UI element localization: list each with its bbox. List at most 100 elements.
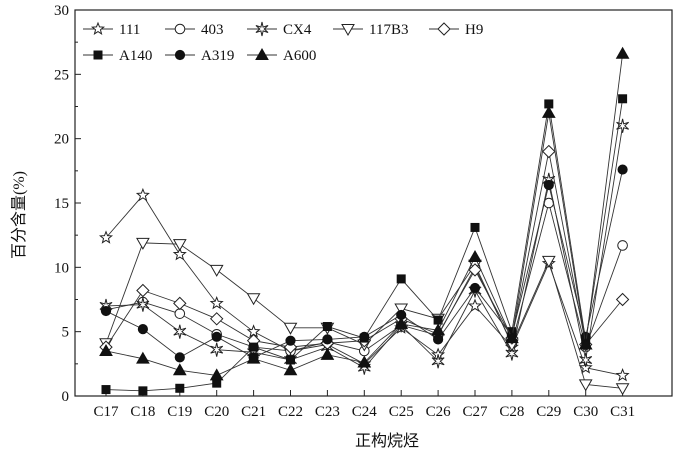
data-point-a319 <box>100 305 112 317</box>
data-point-a140 <box>175 383 185 393</box>
data-point-a600 <box>468 250 482 263</box>
legend-item-a600: A600 <box>247 47 316 64</box>
data-point-117b3 <box>541 255 556 268</box>
data-point-403 <box>617 240 628 251</box>
data-point-h9 <box>209 312 224 326</box>
x-axis-title: 正构烷烃 <box>355 432 419 450</box>
legend-item-a140: A140 <box>83 48 152 64</box>
data-point-a319 <box>433 334 444 345</box>
legend-label: 117B3 <box>369 22 408 38</box>
data-point-a319 <box>137 323 148 335</box>
x-tick-label: C25 <box>389 404 414 420</box>
legend-marker <box>255 21 269 37</box>
y-tick-label: 30 <box>54 3 69 19</box>
y-axis-title: 百分含量(%) <box>10 171 28 259</box>
data-point-117b3 <box>394 303 409 316</box>
legend-marker <box>341 24 355 37</box>
data-point-cx4 <box>210 342 224 357</box>
data-point-a600 <box>136 351 150 364</box>
data-point-a600 <box>172 363 187 376</box>
data-point-a600 <box>320 347 335 360</box>
data-point-111 <box>172 247 187 261</box>
data-point-cx4 <box>616 118 629 133</box>
legend-label: A600 <box>283 48 316 64</box>
data-point-a140 <box>101 385 111 395</box>
x-tick-label: C28 <box>499 404 524 420</box>
x-tick-label: C23 <box>315 404 340 420</box>
y-tick-label: 20 <box>54 132 69 148</box>
legend: 111 403 CX4 117B3 H9 A140 A319 A600 <box>83 21 483 64</box>
data-point-a600 <box>209 368 224 381</box>
data-point-117b3 <box>246 293 261 306</box>
data-point-a319 <box>469 282 481 294</box>
series-group <box>98 46 630 396</box>
data-point-cx4 <box>431 354 445 369</box>
data-point-111 <box>578 360 593 374</box>
data-point-cx4 <box>136 297 150 312</box>
data-point-cx4 <box>357 360 371 375</box>
data-point-a600 <box>357 355 372 368</box>
x-axis: C17 C18 C19 C20 C21 C22 C23 C24 C25 C26 C27 C28 C29 C… <box>93 390 635 420</box>
x-tick-label: C31 <box>610 404 635 420</box>
data-point-a140 <box>286 355 295 365</box>
data-point-111 <box>209 295 224 310</box>
data-point-cx4 <box>173 324 187 339</box>
y-axis: 0 5 10 15 20 25 30 <box>54 3 81 405</box>
y-tick-label: 0 <box>62 389 70 405</box>
x-tick-label: C22 <box>278 404 303 420</box>
legend-item-403: 403 <box>165 22 224 38</box>
x-tick-label: C27 <box>462 404 488 420</box>
data-point-cx4 <box>579 352 593 368</box>
data-point-a319 <box>543 179 554 191</box>
data-point-a600 <box>99 343 113 356</box>
legend-marker <box>437 22 451 36</box>
series-a600 <box>99 46 630 381</box>
data-point-a319 <box>617 164 628 175</box>
y-tick-label: 15 <box>54 196 69 212</box>
x-tick-label: C18 <box>130 404 155 420</box>
x-tick-label: C30 <box>573 404 598 420</box>
data-point-a140 <box>322 322 332 332</box>
legend-item-cx4: CX4 <box>247 21 312 38</box>
legend-label: 403 <box>201 22 224 38</box>
legend-item-a319: A319 <box>165 48 234 64</box>
data-point-a140 <box>138 386 148 396</box>
data-point-h9 <box>468 263 482 277</box>
data-point-a140 <box>396 274 406 284</box>
data-point-117b3 <box>172 239 187 252</box>
data-point-a319 <box>322 334 333 345</box>
data-point-a600 <box>541 105 556 118</box>
legend-item-117b3: 117B3 <box>333 22 408 38</box>
legend-label: 111 <box>119 22 140 38</box>
data-point-h9 <box>615 292 630 307</box>
legend-item-h9: H9 <box>429 22 483 38</box>
data-point-a140 <box>433 315 443 325</box>
legend-marker <box>255 47 269 60</box>
legend-label: A140 <box>119 48 152 64</box>
x-tick-label: C19 <box>167 404 192 420</box>
data-point-a600 <box>578 337 593 350</box>
x-tick-label: C26 <box>426 404 452 420</box>
data-point-a140 <box>249 342 259 352</box>
x-tick-label: C21 <box>241 404 266 420</box>
data-point-a319 <box>211 331 222 342</box>
x-tick-label: C24 <box>352 404 378 420</box>
legend-item-111: 111 <box>83 21 140 38</box>
legend-label: H9 <box>465 22 483 38</box>
data-point-a600 <box>615 46 630 59</box>
data-point-111 <box>135 187 150 202</box>
data-point-a600 <box>431 323 445 336</box>
y-tick-label: 10 <box>54 260 69 276</box>
data-point-a600 <box>505 331 519 344</box>
legend-marker <box>93 50 103 60</box>
y-tick-label: 5 <box>62 325 70 341</box>
data-point-111 <box>615 368 630 382</box>
data-point-117b3 <box>615 383 630 396</box>
data-point-a140 <box>470 222 480 232</box>
data-point-111 <box>98 230 114 244</box>
data-point-a600 <box>394 316 409 329</box>
legend-marker <box>90 21 106 35</box>
data-point-a319 <box>359 331 370 342</box>
data-point-a600 <box>246 351 261 364</box>
legend-marker <box>174 49 186 61</box>
